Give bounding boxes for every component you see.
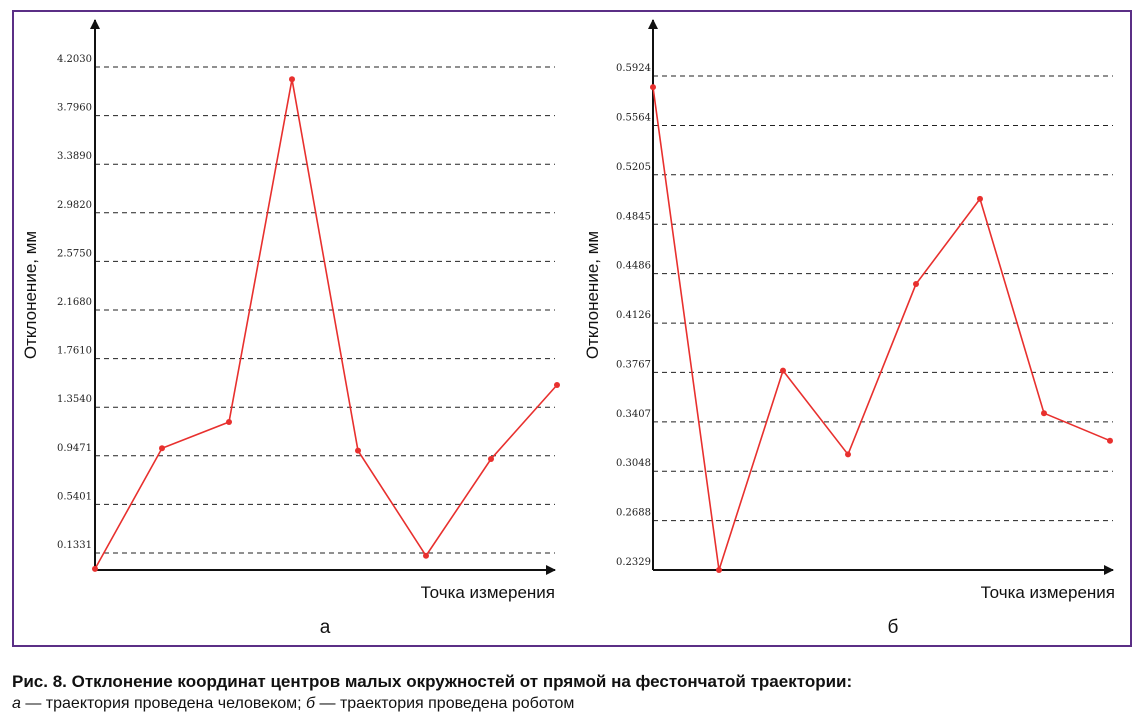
y-tick-label: 0.4845 (616, 211, 651, 222)
y-tick-label: 4.2030 (57, 54, 92, 65)
y-tick-label: 0.5924 (616, 63, 651, 74)
y-tick-label: 0.5205 (616, 162, 651, 173)
data-point (716, 567, 722, 573)
data-point (650, 84, 656, 91)
x-axis-label: Точка измерения (421, 583, 555, 602)
caption-a-letter: а (12, 695, 21, 712)
caption-b-text: — траектория проведена роботом (315, 695, 575, 712)
panel-label: а (320, 617, 331, 638)
x-axis-label: Точка измерения (981, 583, 1115, 602)
data-point (488, 456, 494, 463)
chart-b: 0.2329 0.2688 0.3048 0.3407 0.3767 0.4126 0.44… (583, 19, 1115, 638)
y-axis-label: Отклонение, мм (21, 231, 40, 359)
caption-a-text: — траектория проведена человеком; (20, 695, 307, 712)
y-tick-label: 0.5401 (57, 491, 92, 502)
y-tick-label: 0.9471 (57, 443, 92, 454)
data-point (780, 367, 786, 374)
data-point (1041, 410, 1047, 417)
y-tick-label: 2.5750 (57, 248, 92, 259)
y-tick-label: 0.4486 (616, 261, 651, 272)
chart-a: 0.1331 0.5401 0.9471 1.3540 1.7610 2.1680 2.57… (21, 19, 560, 638)
y-tick-label: 0.3767 (616, 359, 651, 370)
y-tick-label: 1.7610 (57, 346, 92, 357)
y-axis-label: Отклонение, мм (583, 231, 602, 359)
data-point (913, 281, 919, 288)
series-line (652, 87, 1111, 571)
series-line (94, 79, 558, 570)
y-tick-label: 1.3540 (57, 394, 92, 405)
y-tick-label: 0.2329 (616, 557, 651, 568)
caption-b-letter: б (306, 695, 316, 712)
data-point (845, 451, 851, 458)
y-tick-label: 3.3890 (57, 151, 92, 162)
caption-title: Рис. 8. Отклонение координат центров мал… (12, 672, 853, 691)
data-point (554, 381, 560, 388)
data-point (92, 565, 98, 572)
y-tick-label: 0.3048 (616, 458, 651, 469)
data-point (977, 195, 983, 202)
y-tick-label: 0.4126 (616, 310, 651, 321)
y-tick-label: 2.9820 (57, 200, 92, 211)
data-point (289, 76, 295, 83)
data-point (159, 445, 165, 452)
data-point (423, 552, 429, 559)
y-tick-label: 0.1331 (57, 540, 92, 551)
data-point (1107, 437, 1113, 444)
data-point (355, 447, 361, 454)
figure-caption: Рис. 8. Отклонение координат центров мал… (12, 671, 1132, 715)
y-tick-label: 0.2688 (616, 508, 651, 519)
y-tick-label: 2.1680 (57, 297, 92, 308)
y-tick-label: 0.3407 (616, 409, 651, 420)
panel-label: б (888, 617, 899, 638)
y-tick-label: 3.7960 (57, 103, 92, 114)
data-point (226, 419, 232, 426)
caption-subtitle: а — траектория проведена человеком; б — … (12, 693, 1132, 715)
figure-frame (12, 10, 1132, 647)
y-tick-label: 0.5564 (616, 112, 651, 123)
